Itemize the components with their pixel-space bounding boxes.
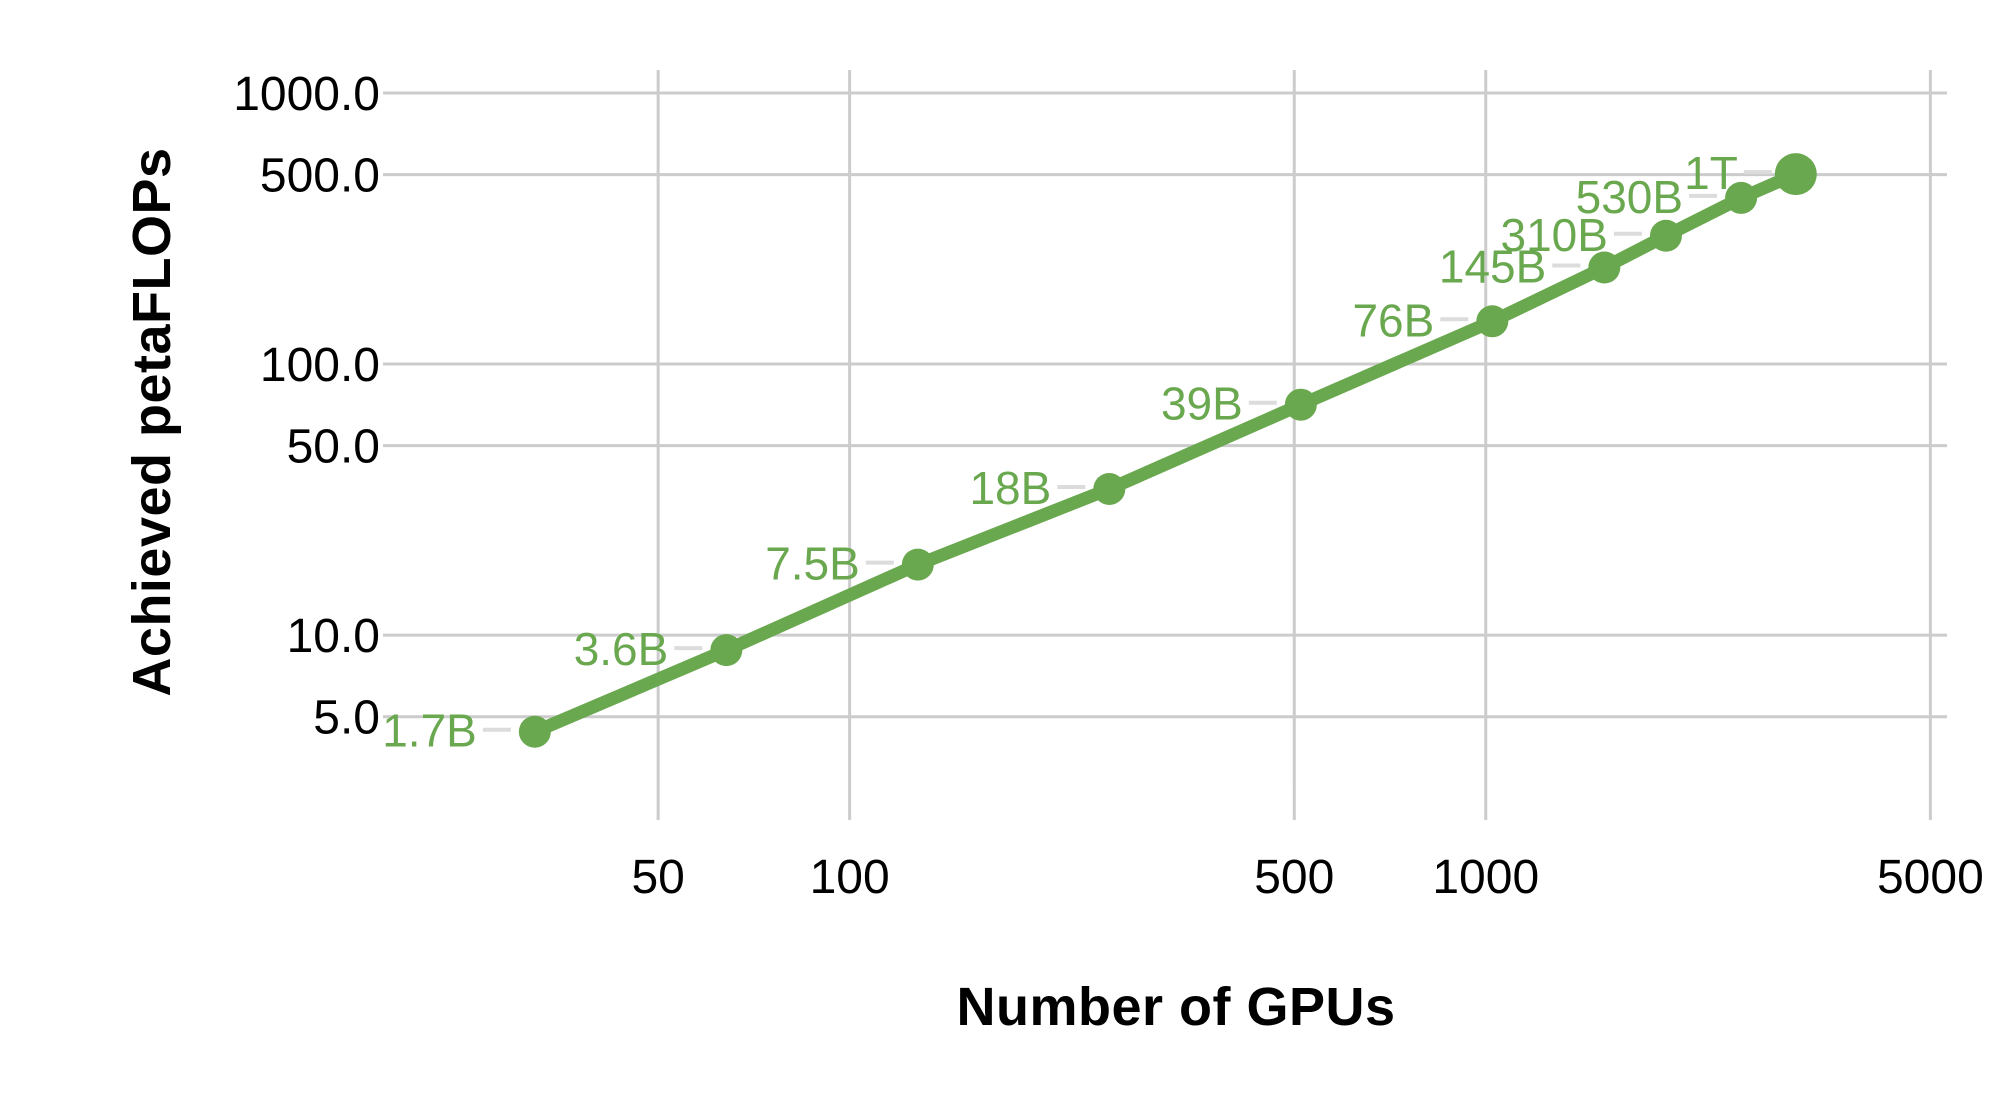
data-point bbox=[1284, 388, 1317, 421]
x-tick-label: 100 bbox=[810, 851, 890, 904]
data-point-label: 1T bbox=[1684, 147, 1738, 199]
data-point bbox=[1774, 153, 1817, 196]
y-tick-label: 1000.0 bbox=[233, 68, 380, 121]
y-tick-label: 5.0 bbox=[313, 692, 380, 745]
data-point-label: 76B bbox=[1352, 294, 1434, 346]
data-point bbox=[1725, 181, 1758, 214]
data-point bbox=[518, 715, 551, 748]
data-point-label: 39B bbox=[1161, 378, 1243, 430]
y-tick-label: 100.0 bbox=[260, 339, 380, 392]
y-axis-title: Achieved petaFLOPs bbox=[122, 147, 182, 697]
data-point bbox=[710, 634, 743, 667]
data-point-label: 310B bbox=[1501, 209, 1608, 261]
data-point bbox=[1476, 305, 1509, 338]
data-point-label: 3.6B bbox=[574, 623, 669, 675]
x-tick-label: 50 bbox=[631, 851, 684, 904]
series-line bbox=[528, 167, 1803, 739]
y-tick-label: 500.0 bbox=[260, 150, 380, 203]
data-point bbox=[1649, 219, 1682, 252]
data-point-label: 18B bbox=[969, 462, 1051, 514]
data-point-label: 530B bbox=[1576, 171, 1683, 223]
x-axis-title: Number of GPUs bbox=[956, 977, 1396, 1037]
x-tick-label: 1000 bbox=[1432, 851, 1539, 904]
y-tick-label: 50.0 bbox=[287, 421, 380, 474]
data-point-label: 1.7B bbox=[382, 705, 477, 757]
data-point-label: 145B bbox=[1439, 241, 1546, 293]
data-point bbox=[1588, 251, 1621, 284]
data-point bbox=[901, 548, 934, 581]
data-point-label: 7.5B bbox=[765, 538, 860, 590]
y-tick-label: 10.0 bbox=[287, 610, 380, 663]
data-point bbox=[1093, 472, 1126, 505]
x-tick-label: 500 bbox=[1254, 851, 1334, 904]
x-tick-label: 5000 bbox=[1877, 851, 1984, 904]
